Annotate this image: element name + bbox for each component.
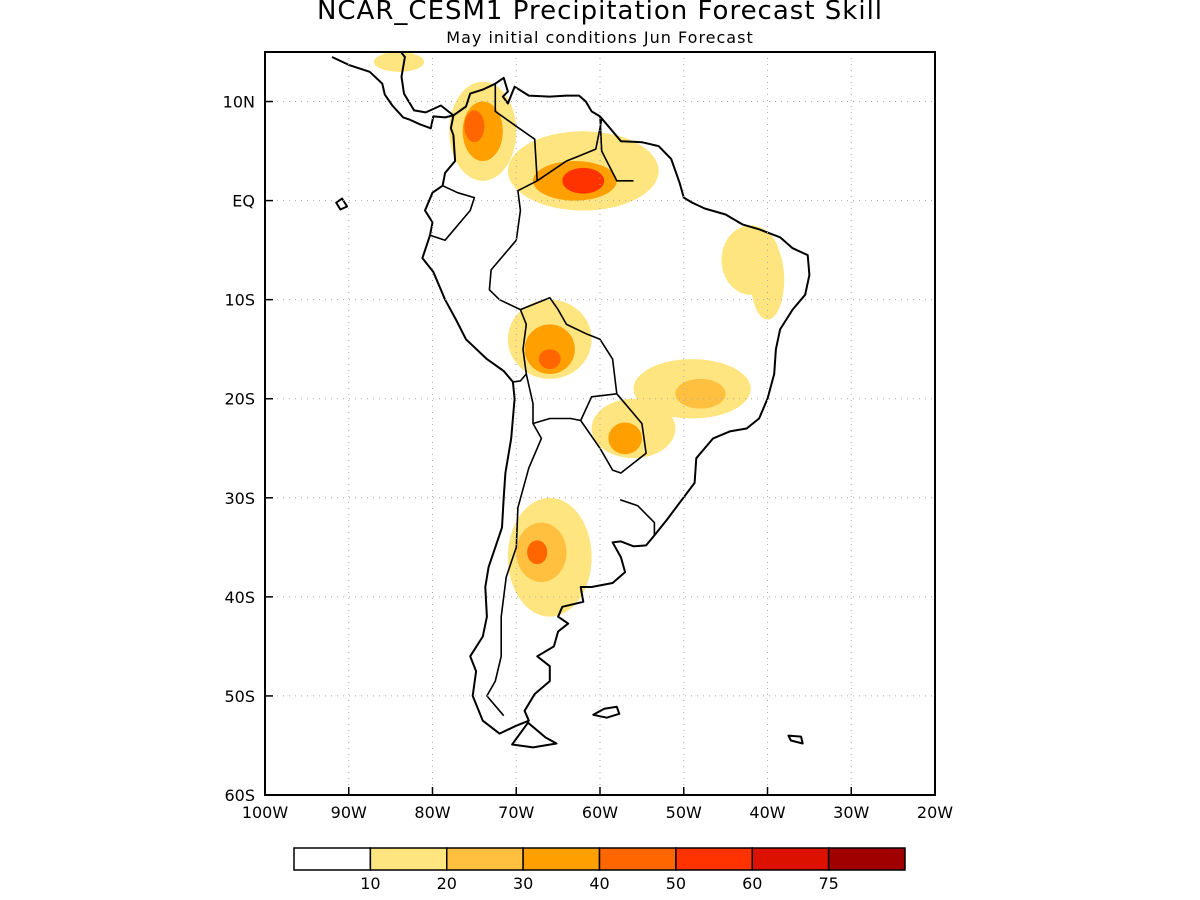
country-border bbox=[532, 393, 647, 474]
colorbar-label: 50 bbox=[666, 874, 686, 893]
skill-region bbox=[373, 52, 425, 72]
colorbar: 10 20 30 40 50 60 75 bbox=[293, 847, 906, 893]
colorbar-label: 60 bbox=[742, 874, 762, 893]
colorbar-swatch bbox=[675, 847, 753, 871]
lat-tick-label: 20S bbox=[224, 390, 255, 409]
country-border bbox=[599, 116, 634, 182]
colorbar-swatch bbox=[446, 847, 524, 871]
map-subtitle: May initial conditions Jun Forecast bbox=[446, 28, 754, 47]
skill-region bbox=[538, 349, 561, 370]
axis-ticks: 100W 90W 80W 70W 60W 50W 40W 30W 20W 10N EQ 10S 20S 3… bbox=[223, 93, 954, 822]
lon-tick-label: 80W bbox=[414, 803, 450, 822]
lon-tick-label: 70W bbox=[498, 803, 534, 822]
colorbar-label: 75 bbox=[818, 874, 838, 893]
skill-region bbox=[675, 378, 726, 409]
country-border bbox=[520, 296, 618, 394]
colorbar-swatch bbox=[369, 847, 448, 871]
lon-tick-label: 50W bbox=[666, 803, 702, 822]
lon-tick-label: 30W bbox=[833, 803, 869, 822]
graticule bbox=[265, 52, 935, 795]
lon-tick-label: 90W bbox=[331, 803, 367, 822]
country-border bbox=[536, 119, 603, 182]
lon-tick-label: 100W bbox=[242, 803, 289, 822]
island bbox=[787, 734, 804, 745]
skill-region bbox=[527, 540, 548, 565]
coastline-layer bbox=[331, 52, 811, 749]
country-border bbox=[429, 184, 476, 241]
colorbar-swatch bbox=[751, 847, 830, 871]
colorbar-label: 30 bbox=[513, 874, 533, 893]
skill-region bbox=[608, 422, 642, 455]
map-title: NCAR_CESM1 Precipitation Forecast Skill bbox=[316, 0, 884, 26]
colorbar-label: 40 bbox=[589, 874, 609, 893]
lat-tick-label: 50S bbox=[224, 687, 255, 706]
skill-shading-layer bbox=[373, 52, 785, 617]
island bbox=[592, 705, 621, 719]
country-border bbox=[494, 83, 538, 241]
lat-tick-label: 30S bbox=[224, 489, 255, 508]
skill-region bbox=[562, 167, 605, 194]
island bbox=[511, 721, 558, 749]
colorbar-swatch bbox=[598, 847, 677, 871]
country-border bbox=[488, 239, 528, 383]
colorbar-swatch bbox=[293, 847, 372, 871]
country-border bbox=[486, 373, 543, 717]
lat-tick-label: 40S bbox=[224, 588, 255, 607]
lat-tick-label: 60S bbox=[224, 786, 255, 805]
colorbar-swatch bbox=[827, 847, 906, 871]
skill-region bbox=[750, 240, 785, 320]
lon-tick-label: 60W bbox=[582, 803, 618, 822]
lat-tick-label: 10N bbox=[223, 93, 255, 112]
lat-tick-label: 10S bbox=[224, 291, 255, 310]
lat-tick-label: EQ bbox=[232, 192, 255, 211]
colorbar-swatch bbox=[522, 847, 601, 871]
colorbar-label: 20 bbox=[437, 874, 457, 893]
colorbar-label: 10 bbox=[360, 874, 380, 893]
lon-tick-label: 40W bbox=[749, 803, 785, 822]
island bbox=[335, 197, 349, 211]
skill-region bbox=[464, 110, 485, 143]
lon-tick-label: 20W bbox=[917, 803, 953, 822]
country-border bbox=[619, 499, 656, 536]
